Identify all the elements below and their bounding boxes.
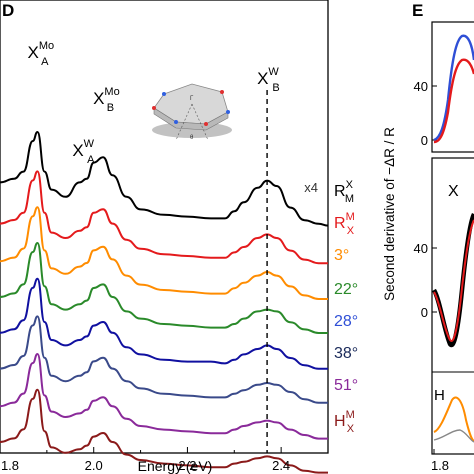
series-line-1 [0,130,329,227]
svg-text:Γ: Γ [190,96,194,102]
brillouin-zone-inset-icon: Γ θ [152,83,232,141]
series-label-3: 3° [334,247,349,264]
x-tick-label-2: 2.0 [85,458,103,473]
series-line-3 [0,206,328,300]
series-label-6: 38° [334,345,358,362]
panel-e-bottom-tick-0: 0 [421,305,428,320]
panel-d-x-axis-label: Energy (eV) [138,458,213,474]
series-line-8 [0,388,328,474]
panel-e-top-y-ticks: 40 0 [414,79,437,148]
panel-d-label: D [2,1,14,20]
panel-d-curves [0,90,329,474]
panel-e-x-tick-label: 1.8 [431,458,449,473]
series-label-1: RX M [334,179,354,205]
peak-label-2: XW A [72,138,95,166]
panel-e-bottom-y-ticks: 40 0 [414,241,437,320]
panel-e: E Second derivative of −ΔR / R 40 0 40 0… [382,1,474,473]
series-label-2: RM X [334,211,355,237]
peak-label-4: XW B [257,66,280,94]
series-line-6 [0,315,328,404]
series-label-7: 51° [334,377,358,394]
series-label-8: HM X [334,409,355,435]
series-line-7 [0,352,328,440]
panel-e-x-label: X [448,183,459,200]
panel-e-bottom-tick-40: 40 [414,241,428,256]
series-label-5: 28° [334,313,358,330]
series-line-2 [0,170,328,265]
x-tick-label-1: 1.8 [1,458,19,473]
panel-e-label: E [412,1,423,20]
x-tick-label-3: 2.2 [178,458,196,473]
svg-text:θ: θ [190,135,194,141]
panel-e-top-tick-40: 40 [414,79,428,94]
panel-e-top-frame [431,21,474,153]
panel-e-y-axis-label: Second derivative of −ΔR / R [382,127,397,301]
scale-note: x4 [304,180,318,195]
panel-e-top-curve-blue [433,34,474,142]
panel-e-bottom-curve-black [431,212,474,348]
panel-e-bottom-frame [431,157,474,455]
series-label-4: 22° [334,281,358,298]
panel-e-inset-curve-grey [433,429,474,443]
peak-label-1: XMo A [27,40,54,68]
series-line-4 [0,241,328,335]
panel-e-inset-curve-orange [433,396,474,442]
series-line-5 [0,277,328,370]
panel-e-h-label: H [434,387,445,404]
panel-d-series-labels: RX M RM X 3° 22° 28° 38° 51° HM X [334,179,358,435]
panel-e-top-tick-0: 0 [421,133,428,148]
panel-d-x-axis: 1.8 2.0 2.2 2.4 [0,447,290,473]
x-tick-label-4: 2.4 [272,458,290,473]
panel-e-bottom-curve-red [433,219,474,343]
panel-d-peak-labels: XMo A XW A XMo B XW B [27,40,279,166]
peak-label-3: XMo B [93,86,120,114]
panel-e-top-curve-red [433,58,474,144]
panel-d: D 1.8 2.0 2.2 2.4 Energy (eV) XMo A XW A XMo B XW… [0,0,358,474]
